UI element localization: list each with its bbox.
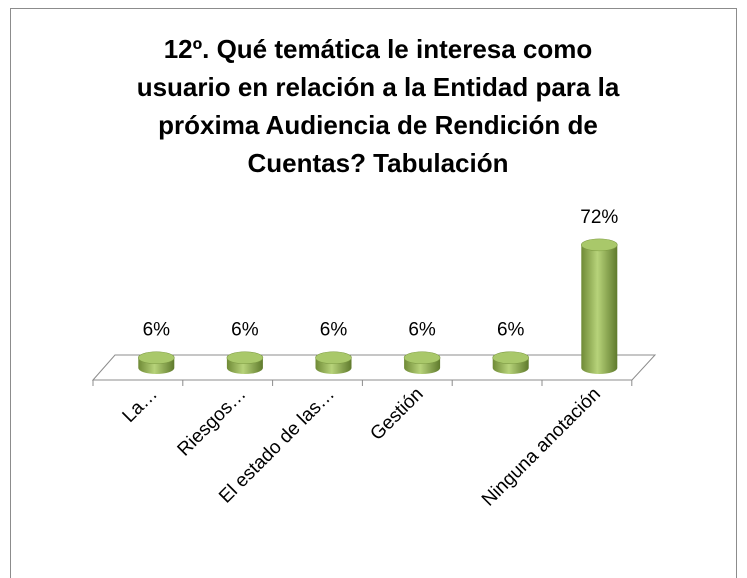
x-tick-label: La… [119,384,162,427]
bar-top [580,238,618,252]
bar-top [403,351,441,365]
x-tick-label: Gestión [366,384,427,445]
x-tick-label: Ninguna anotación [478,384,605,511]
floor [91,354,657,381]
value-label: 72% [580,207,618,228]
bar-top [226,351,264,365]
value-label: 6% [143,320,171,341]
value-label: 6% [497,320,525,341]
bar [581,244,618,374]
bar-top [492,351,530,365]
value-label: 6% [320,320,348,341]
value-label: 6% [408,320,436,341]
chart-border [10,8,737,578]
value-label: 6% [231,320,259,341]
bar-top [138,351,175,365]
x-tick-label: Riesgos… [174,384,251,461]
bar-top [315,351,352,365]
chart-title: 12º. Qué temática le interesa como usuar… [136,34,620,178]
